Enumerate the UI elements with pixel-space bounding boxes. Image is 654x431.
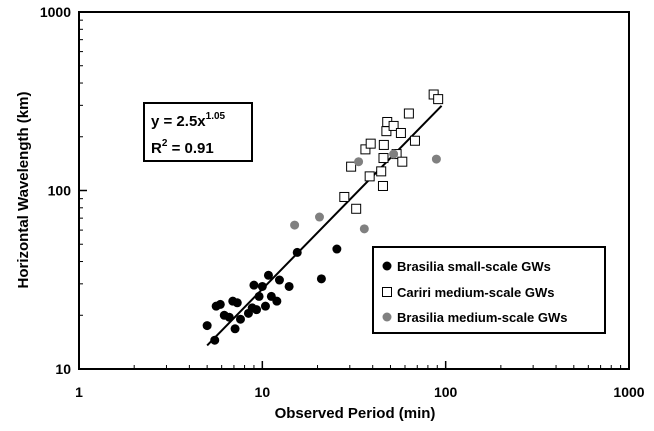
data-point [378, 139, 389, 150]
y-tick-label: 100 [48, 183, 72, 199]
y-axis-ticks: 10 100 1000 [40, 4, 87, 377]
equation-box [143, 102, 253, 162]
legend-label-cariri-medium: Cariri medium-scale GWs [397, 285, 555, 300]
data-point [397, 156, 408, 167]
r-squared-label: R [151, 140, 162, 157]
legend-label-brasilia-small: Brasilia small-scale GWs [397, 259, 551, 274]
data-point [202, 321, 212, 331]
data-point [274, 275, 284, 285]
legend-marker-brasilia-small [382, 261, 392, 271]
legend-label-brasilia-medium: Brasilia medium-scale GWs [397, 310, 568, 325]
equation-text: y = 2.5x1.05 [151, 111, 226, 130]
y-tick-label: 1000 [40, 4, 71, 20]
data-point [290, 220, 300, 230]
legend: Brasilia small-scale GWs Cariri medium-s… [372, 246, 606, 334]
data-points-group [202, 89, 444, 345]
data-point [263, 270, 273, 280]
legend-marker-cariri-medium [382, 287, 392, 297]
legend-marker-brasilia-medium [382, 312, 392, 322]
x-tick-label: 10 [255, 384, 271, 400]
data-point [354, 157, 364, 167]
data-point [314, 212, 324, 222]
data-point [235, 314, 245, 324]
regression-line [206, 105, 443, 347]
data-point [359, 224, 369, 234]
data-point [249, 280, 259, 290]
data-point [339, 191, 350, 202]
data-point [346, 161, 357, 172]
data-point [257, 281, 267, 291]
data-point [388, 120, 399, 131]
data-point [332, 244, 342, 254]
data-point [316, 274, 326, 284]
x-tick-label: 1000 [613, 384, 644, 400]
data-point [360, 144, 371, 155]
data-point [378, 153, 389, 164]
data-point [224, 312, 234, 322]
data-point [252, 305, 262, 315]
legend-box [372, 246, 606, 334]
data-point [351, 203, 362, 214]
data-point [403, 108, 414, 119]
equation-base: y = 2.5x [151, 113, 206, 130]
x-axis-title: Observed Period (min) [275, 405, 436, 422]
data-point [377, 180, 388, 191]
r-squared-exponent: 2 [162, 138, 168, 149]
regression-line-group [206, 105, 443, 347]
data-point [389, 149, 399, 159]
x-tick-label: 100 [434, 384, 458, 400]
r-squared-value: = 0.91 [167, 140, 213, 157]
data-point [292, 247, 302, 257]
y-tick-label: 10 [55, 361, 71, 377]
data-point [431, 154, 441, 164]
x-tick-label: 1 [75, 384, 83, 400]
data-point [230, 324, 240, 334]
data-point [254, 291, 264, 301]
r-squared-text: R2 = 0.91 [151, 138, 214, 157]
data-point [376, 166, 387, 177]
data-point [364, 171, 375, 182]
data-point [232, 298, 242, 308]
data-point [260, 301, 270, 311]
data-point [210, 335, 220, 345]
y-axis-title: Horizontal Wavelength (km) [15, 92, 32, 289]
data-point [365, 138, 376, 149]
equation-exponent: 1.05 [206, 111, 226, 122]
data-point [395, 127, 406, 138]
data-point [409, 135, 420, 146]
data-point [272, 296, 282, 306]
x-axis-ticks: 1 10 100 1000 [75, 361, 645, 400]
data-point [284, 281, 294, 291]
data-point [215, 299, 225, 309]
data-point [433, 94, 444, 105]
